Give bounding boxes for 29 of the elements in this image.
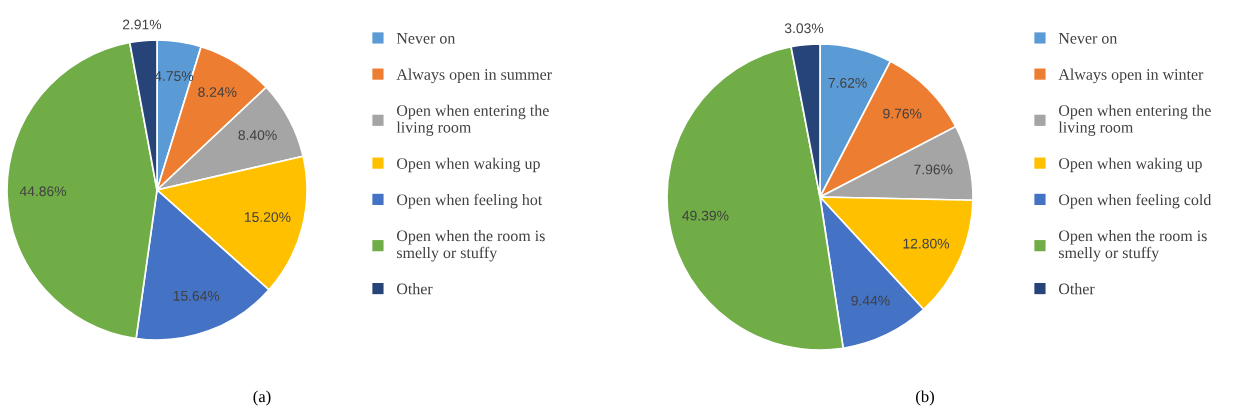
data-label: 9.76% (883, 108, 922, 119)
legend-label: Open when feeling cold (1058, 193, 1212, 209)
data-label: 9.44% (851, 295, 890, 306)
legend-label: Never on (1058, 33, 1118, 44)
data-label: 7.96% (914, 164, 953, 175)
legend-label: Other (396, 283, 433, 295)
data-label: 2.91% (122, 19, 162, 30)
legend-label: Never on (396, 33, 456, 44)
legend-label: Open when waking up (396, 157, 540, 173)
data-label: 8.40% (238, 130, 277, 140)
data-label: 12.80% (903, 238, 950, 249)
data-label: 3.03% (784, 23, 824, 34)
text: (a) (253, 390, 271, 406)
legend-label: Other (1058, 283, 1095, 295)
text: (b) (916, 390, 934, 406)
legend-label: Open when the room is smelly or stuffy (396, 229, 545, 262)
data-label: 44.86% (19, 186, 67, 197)
legend-label: Open when entering the living room (396, 104, 549, 136)
data-label: 15.64% (173, 290, 220, 301)
legend-label: Always open in summer (396, 68, 552, 84)
legend-label: Open when feeling hot (396, 193, 543, 209)
data-label: 49.39% (682, 210, 729, 221)
data-label: 8.24% (198, 87, 237, 97)
data-label: 7.62% (828, 77, 867, 88)
data-label: 15.20% (244, 212, 291, 223)
legend-label: Open when the room is smelly or stuffy (1058, 229, 1207, 262)
legend-label: Open when waking up (1058, 157, 1202, 173)
legend-label: Always open in winter (1058, 68, 1204, 84)
legend-label: Open when entering the living room (1058, 104, 1211, 136)
